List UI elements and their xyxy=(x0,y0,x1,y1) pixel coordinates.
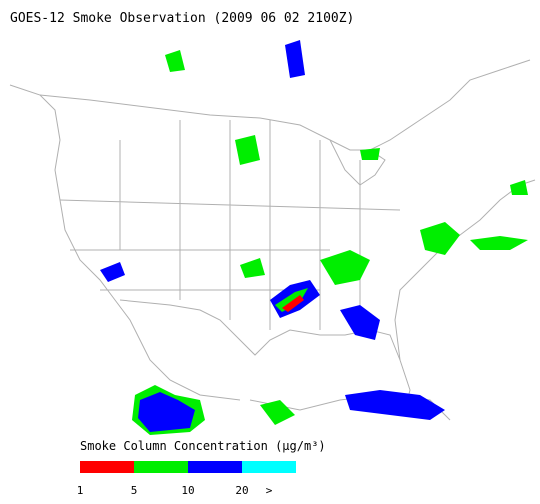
smoke-blob xyxy=(165,50,185,72)
north-border xyxy=(39,59,531,151)
tick-label: 1 xyxy=(77,484,84,497)
tick-label: 20 xyxy=(235,484,248,497)
west-coast xyxy=(9,84,241,401)
smoke-blob xyxy=(345,390,445,420)
state-lines xyxy=(59,120,401,330)
smoke-blob xyxy=(100,262,125,282)
smoke-blob xyxy=(235,135,260,165)
tick-label: 10 xyxy=(181,484,194,497)
basemap xyxy=(9,59,536,421)
smoke-blob xyxy=(282,295,304,312)
smoke-blob xyxy=(240,258,265,278)
colorbar-ticks: 1 5 10 20 > xyxy=(77,484,273,497)
smoke-blob xyxy=(260,400,295,425)
south-border xyxy=(119,299,411,411)
tick-label: > xyxy=(266,484,273,497)
smoke-blob xyxy=(138,392,195,432)
smoke-blob xyxy=(320,250,370,285)
smoke-blob xyxy=(360,148,380,160)
legend-label: Smoke Column Concentration (μg/m³) xyxy=(80,439,326,453)
smoke-blob xyxy=(340,305,380,340)
map-title: GOES-12 Smoke Observation (2009 06 02 21… xyxy=(10,11,354,26)
smoke-blob xyxy=(275,288,308,312)
smoke-blob xyxy=(420,222,460,255)
smoke-pixels xyxy=(100,40,528,435)
smoke-blob xyxy=(510,180,528,195)
colorbar-segment xyxy=(134,461,188,473)
tick-label: 5 xyxy=(131,484,138,497)
colorbar-segment xyxy=(188,461,242,473)
colorbar xyxy=(80,461,296,473)
colorbar-segment xyxy=(80,461,134,473)
colorbar-segment xyxy=(242,461,296,473)
smoke-blob xyxy=(470,236,528,250)
smoke-blob xyxy=(285,40,305,78)
